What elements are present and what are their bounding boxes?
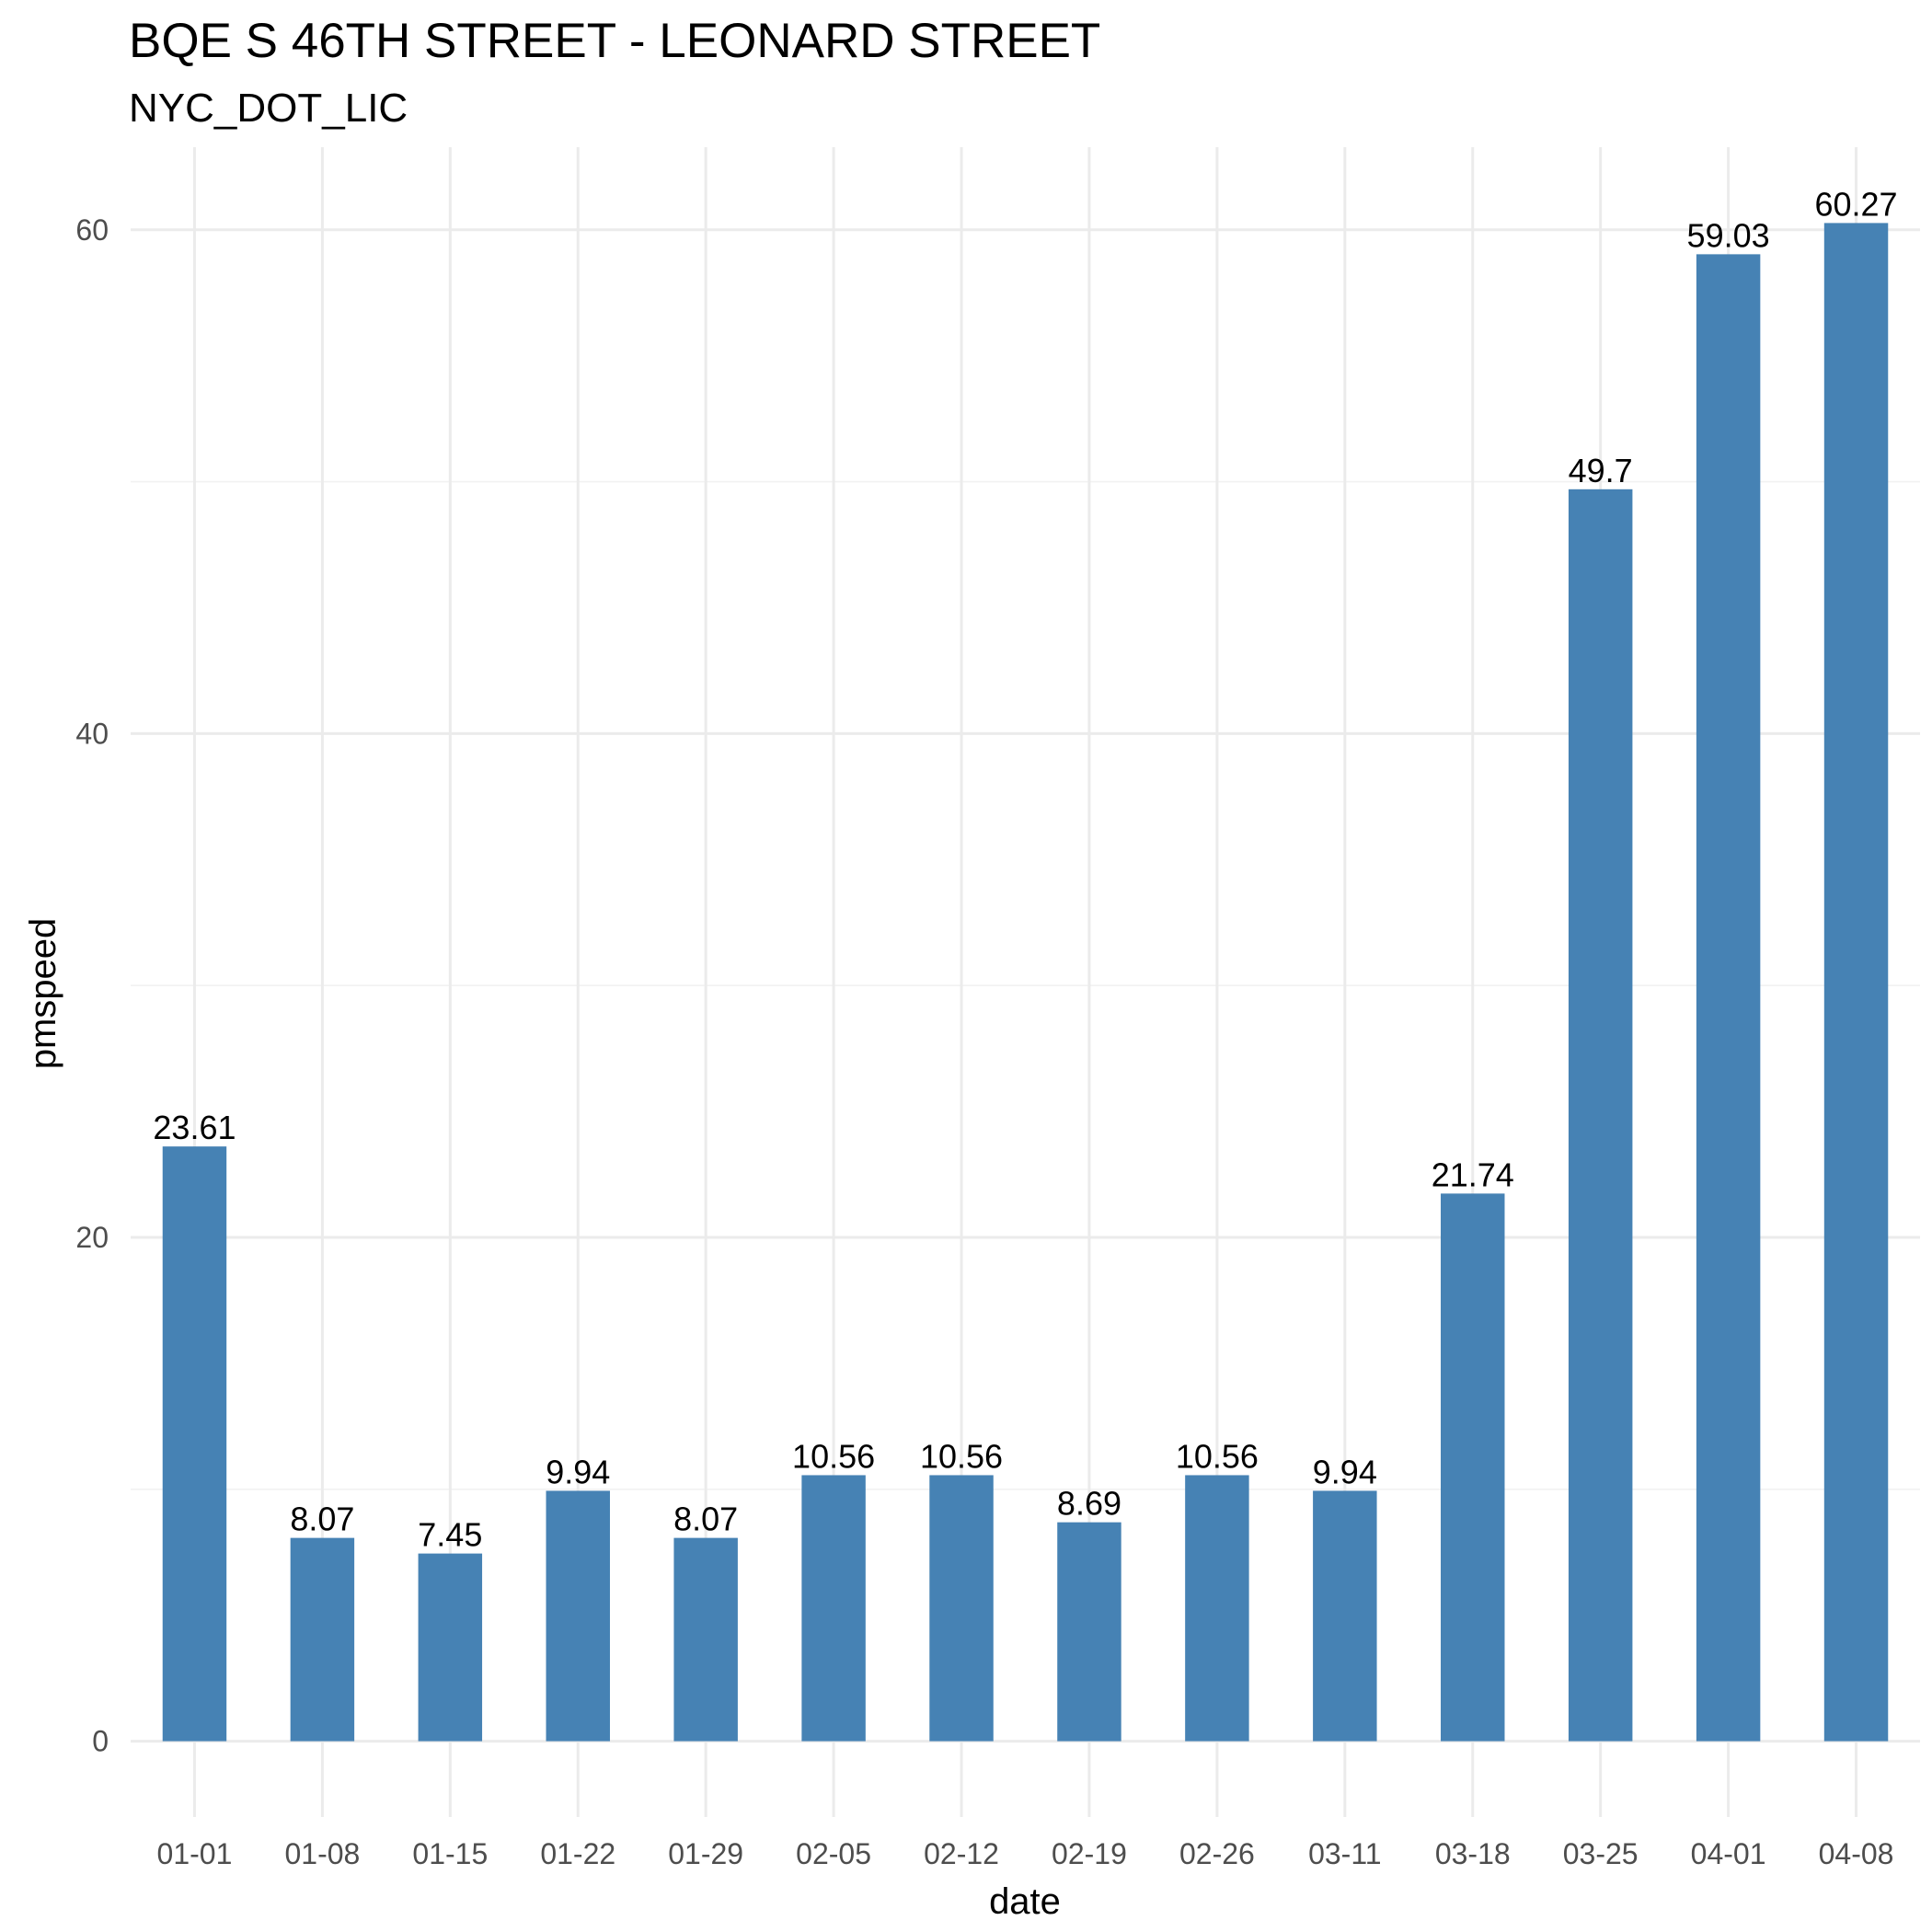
x-axis-title: date xyxy=(989,1881,1061,1922)
y-tick-label: 60 xyxy=(75,213,109,247)
x-tick-label: 02-12 xyxy=(924,1837,999,1870)
x-tick-label: 02-26 xyxy=(1179,1837,1255,1870)
x-tick-label: 01-22 xyxy=(540,1837,615,1870)
y-axis-title: pmspeed xyxy=(23,918,63,1070)
x-tick-label: 03-25 xyxy=(1563,1837,1639,1870)
bar xyxy=(673,1537,738,1742)
x-tick-label: 04-01 xyxy=(1691,1837,1766,1870)
bar-value-label: 10.56 xyxy=(920,1437,1003,1475)
bar-value-label: 49.7 xyxy=(1569,452,1633,489)
y-tick-label: 20 xyxy=(75,1221,109,1254)
x-tick-label: 01-29 xyxy=(668,1837,743,1870)
x-tick-label: 03-11 xyxy=(1308,1837,1381,1870)
x-tick-label: 01-01 xyxy=(157,1837,233,1870)
bar xyxy=(162,1146,227,1742)
bar xyxy=(1696,254,1761,1742)
bar xyxy=(418,1553,483,1742)
bar-value-label: 8.69 xyxy=(1057,1485,1121,1523)
x-tick-label: 03-18 xyxy=(1435,1837,1511,1870)
bar-layer xyxy=(162,223,1889,1742)
x-tick-label: 01-15 xyxy=(412,1837,488,1870)
data-label-layer: 23.61 8.07 7.45 9.94 8.07 10.56 10.56 8.69 10.56… xyxy=(153,185,1897,1553)
bar-value-label: 10.56 xyxy=(792,1437,875,1475)
bar xyxy=(1313,1490,1377,1742)
bar xyxy=(546,1490,610,1742)
y-tick-label: 40 xyxy=(75,717,109,750)
bar-value-label: 21.74 xyxy=(1432,1156,1514,1193)
bar xyxy=(1441,1193,1505,1742)
bar xyxy=(1185,1475,1249,1742)
x-tick-label: 01-08 xyxy=(284,1837,360,1870)
y-tick-label-layer: 0 20 40 60 xyxy=(75,213,109,1758)
bar xyxy=(929,1475,994,1742)
bar-value-label: 9.94 xyxy=(1313,1453,1377,1490)
bar xyxy=(1568,489,1633,1742)
bar-value-label: 8.07 xyxy=(290,1501,354,1538)
bar xyxy=(801,1475,866,1742)
bar-value-label: 60.27 xyxy=(1814,185,1897,223)
x-tick-label: 02-05 xyxy=(796,1837,871,1870)
chart-subtitle: NYC_DOT_LIC xyxy=(129,86,408,131)
x-tick-label: 04-08 xyxy=(1819,1837,1894,1870)
bar-value-label: 9.94 xyxy=(546,1453,610,1490)
bar xyxy=(1823,223,1889,1742)
x-tick-label-layer: 01-01 01-08 01-15 01-22 01-29 02-05 02-12 02-19… xyxy=(157,1837,1894,1870)
bar-value-label: 23.61 xyxy=(153,1109,236,1146)
bar xyxy=(1057,1522,1121,1742)
bar-value-label: 8.07 xyxy=(673,1501,738,1538)
bar-value-label: 7.45 xyxy=(418,1516,482,1554)
x-tick-label: 02-19 xyxy=(1052,1837,1127,1870)
y-tick-label: 0 xyxy=(92,1725,109,1758)
chart-title: BQE S 46TH STREET - LEONARD STREET xyxy=(129,14,1100,68)
bar-value-label: 10.56 xyxy=(1176,1437,1259,1475)
grid-layer xyxy=(131,147,1920,1817)
bar-value-label: 59.03 xyxy=(1687,216,1770,254)
bar xyxy=(290,1537,355,1742)
